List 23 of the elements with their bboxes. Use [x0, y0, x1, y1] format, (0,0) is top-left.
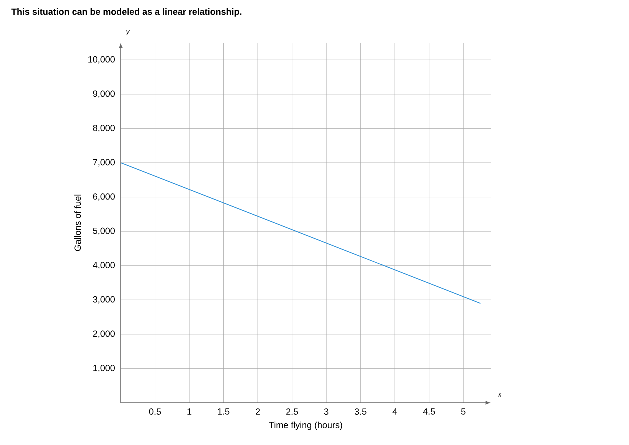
y-tick-label: 10,000 — [88, 56, 116, 64]
y-axis-title: Gallons of fuel — [74, 194, 82, 252]
y-tick-label: 9,000 — [93, 90, 116, 98]
y-tick-label: 6,000 — [93, 194, 116, 201]
x-tick-label: 0.5 — [149, 408, 162, 415]
chart-title: This situation can be modeled as a linear relationship. — [12, 8, 242, 17]
y-tick-label: 8,000 — [93, 125, 116, 132]
x-tick-label: 2.5 — [286, 408, 298, 415]
x-tick-label: 2 — [256, 408, 260, 415]
y-tick-label: 3,000 — [93, 296, 116, 304]
y-tick-label: 2,000 — [93, 330, 116, 338]
x-tick-label: 1.5 — [218, 408, 230, 415]
y-tick-label: 4,000 — [93, 262, 116, 270]
x-axis-title: Time flying (hours) — [269, 422, 342, 430]
x-tick-label: 1 — [188, 408, 192, 415]
y-tick-label: 1,000 — [94, 365, 116, 372]
x-tick-label: 5 — [461, 408, 466, 415]
y-tick-label: 5,000 — [93, 228, 116, 236]
x-tick-label: 3.5 — [354, 408, 367, 415]
y-tick-label: 7,000 — [93, 159, 116, 167]
x-tick-label: 3 — [324, 408, 329, 415]
x-tick-label: 4.5 — [423, 408, 436, 415]
x-tick-label: 4 — [392, 408, 398, 415]
